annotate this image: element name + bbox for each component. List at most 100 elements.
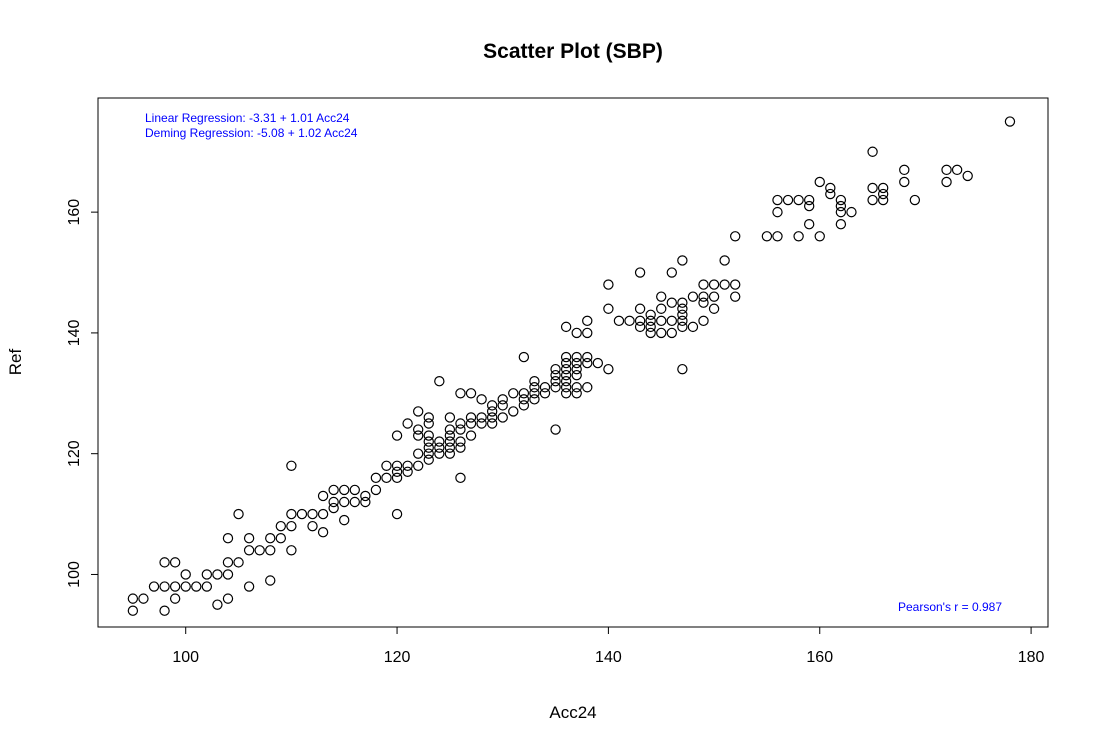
data-point bbox=[391, 466, 403, 478]
data-point bbox=[645, 321, 656, 333]
data-point bbox=[465, 430, 477, 441]
data-point bbox=[423, 418, 434, 429]
data-point bbox=[191, 581, 202, 592]
data-point bbox=[497, 394, 508, 405]
data-point bbox=[486, 400, 498, 411]
data-point bbox=[730, 279, 741, 290]
data-point bbox=[634, 303, 646, 314]
data-point bbox=[201, 581, 213, 592]
data-point bbox=[603, 279, 614, 290]
data-point bbox=[402, 466, 413, 478]
data-point bbox=[571, 357, 582, 369]
data-point bbox=[825, 188, 836, 200]
data-point bbox=[571, 369, 582, 381]
data-point bbox=[233, 508, 244, 520]
data-point bbox=[518, 388, 530, 399]
data-point bbox=[793, 231, 804, 242]
data-point bbox=[349, 484, 360, 496]
data-point bbox=[571, 363, 582, 375]
data-point bbox=[180, 581, 191, 592]
data-point bbox=[286, 520, 297, 532]
data-point bbox=[286, 460, 297, 471]
data-point bbox=[201, 569, 213, 580]
x-axis: 100 120 140 160 180 bbox=[172, 626, 1045, 666]
data-point bbox=[212, 599, 223, 610]
y-tick-label: 140 bbox=[66, 319, 83, 346]
data-point bbox=[708, 291, 720, 302]
data-point bbox=[518, 394, 530, 405]
data-point bbox=[571, 327, 582, 339]
data-point bbox=[677, 255, 688, 266]
data-point bbox=[550, 369, 561, 381]
data-point bbox=[370, 472, 382, 484]
data-point bbox=[423, 412, 434, 423]
data-point bbox=[582, 351, 593, 363]
data-point bbox=[127, 593, 139, 604]
data-point bbox=[560, 382, 572, 393]
data-point bbox=[656, 303, 667, 314]
data-point bbox=[708, 279, 720, 290]
x-tick-label: 180 bbox=[1018, 649, 1045, 666]
data-point bbox=[444, 442, 456, 453]
data-point bbox=[529, 394, 540, 405]
data-point bbox=[339, 484, 350, 496]
data-point bbox=[730, 291, 741, 302]
data-point bbox=[560, 357, 572, 369]
data-point bbox=[243, 581, 255, 592]
data-point bbox=[391, 508, 403, 520]
data-point bbox=[265, 533, 276, 544]
data-point bbox=[550, 382, 561, 393]
data-point bbox=[539, 388, 551, 399]
data-point bbox=[803, 219, 815, 230]
data-point bbox=[772, 231, 783, 242]
data-point bbox=[677, 303, 688, 314]
data-point bbox=[423, 442, 434, 453]
data-point bbox=[666, 315, 678, 327]
data-point bbox=[560, 321, 572, 333]
data-point bbox=[634, 267, 646, 278]
data-point bbox=[465, 388, 477, 399]
data-point bbox=[138, 593, 149, 604]
data-point bbox=[465, 412, 477, 423]
data-point bbox=[656, 315, 667, 327]
data-point bbox=[550, 376, 561, 387]
data-point bbox=[486, 406, 498, 417]
data-point bbox=[169, 557, 181, 568]
data-point bbox=[169, 593, 181, 604]
data-point bbox=[803, 194, 815, 206]
data-point bbox=[349, 496, 360, 508]
data-point bbox=[867, 146, 878, 157]
data-point bbox=[233, 557, 244, 568]
data-point bbox=[772, 206, 783, 218]
x-tick-label: 120 bbox=[384, 649, 411, 666]
data-point bbox=[169, 581, 181, 592]
pearson-annotation: Pearson's r = 0.987 bbox=[898, 600, 1002, 614]
data-point bbox=[634, 321, 646, 333]
data-point bbox=[529, 376, 540, 387]
data-point bbox=[719, 279, 730, 290]
data-point bbox=[814, 231, 825, 242]
data-point bbox=[391, 460, 403, 471]
data-point bbox=[360, 490, 371, 502]
data-point bbox=[254, 545, 265, 556]
data-point bbox=[434, 376, 445, 387]
data-point bbox=[497, 412, 508, 423]
data-point bbox=[423, 430, 434, 441]
data-point bbox=[645, 309, 656, 320]
data-point bbox=[518, 351, 530, 363]
data-point bbox=[222, 593, 234, 604]
x-tick-label: 140 bbox=[595, 649, 622, 666]
data-point bbox=[560, 388, 572, 399]
chart-title: Scatter Plot (SBP) bbox=[483, 40, 663, 63]
data-point bbox=[782, 194, 794, 206]
data-point bbox=[941, 164, 952, 176]
data-point bbox=[444, 436, 456, 447]
data-point bbox=[444, 412, 456, 423]
data-point bbox=[486, 412, 498, 423]
deming-regression-annotation: Deming Regression: -5.08 + 1.02 Acc24 bbox=[145, 126, 358, 140]
data-point bbox=[539, 382, 551, 393]
data-point bbox=[877, 182, 889, 194]
data-point bbox=[698, 315, 709, 327]
data-point bbox=[497, 400, 508, 411]
y-tick-label: 160 bbox=[66, 199, 83, 226]
